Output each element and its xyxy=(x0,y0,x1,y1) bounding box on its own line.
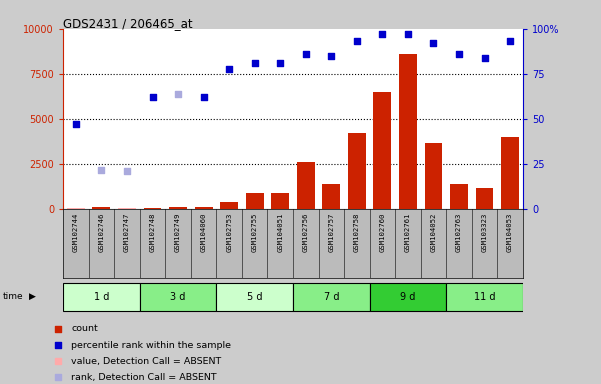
Bar xyxy=(475,188,493,209)
Bar xyxy=(501,137,519,209)
Point xyxy=(354,286,364,292)
Point xyxy=(224,65,234,71)
Point xyxy=(71,121,81,127)
Bar xyxy=(271,193,289,209)
Point xyxy=(403,31,413,37)
Point xyxy=(122,168,132,174)
Point xyxy=(97,167,106,173)
Bar xyxy=(424,142,442,209)
Point xyxy=(173,91,183,97)
Bar xyxy=(348,134,366,209)
Text: GSM102760: GSM102760 xyxy=(379,213,385,252)
Point xyxy=(480,55,489,61)
Text: percentile rank within the sample: percentile rank within the sample xyxy=(72,341,231,349)
Bar xyxy=(93,207,111,209)
Text: 9 d: 9 d xyxy=(400,291,416,302)
Point xyxy=(354,140,364,146)
Text: GSM104052: GSM104052 xyxy=(430,213,436,252)
Point xyxy=(352,38,362,45)
Point xyxy=(275,60,285,66)
Text: GSM102763: GSM102763 xyxy=(456,213,462,252)
Text: GSM103323: GSM103323 xyxy=(481,213,487,252)
Text: GSM102747: GSM102747 xyxy=(124,213,130,252)
Text: GSM102753: GSM102753 xyxy=(226,213,232,252)
Text: 1 d: 1 d xyxy=(94,291,109,302)
Text: 7 d: 7 d xyxy=(323,291,339,302)
Text: GSM102748: GSM102748 xyxy=(150,213,156,252)
Bar xyxy=(322,184,340,209)
Text: GSM104053: GSM104053 xyxy=(507,213,513,252)
Bar xyxy=(373,92,391,209)
Point xyxy=(454,51,464,57)
Text: GSM104051: GSM104051 xyxy=(277,213,283,252)
Text: GSM102761: GSM102761 xyxy=(405,213,411,252)
Bar xyxy=(195,207,213,209)
Text: time: time xyxy=(3,292,23,301)
Text: count: count xyxy=(72,324,98,333)
Text: value, Detection Call = ABSENT: value, Detection Call = ABSENT xyxy=(72,357,222,366)
Text: GDS2431 / 206465_at: GDS2431 / 206465_at xyxy=(63,17,193,30)
Point xyxy=(505,38,515,45)
Point xyxy=(301,51,311,57)
Text: 11 d: 11 d xyxy=(474,291,495,302)
Point xyxy=(148,94,157,101)
Text: rank, Detection Call = ABSENT: rank, Detection Call = ABSENT xyxy=(72,373,217,382)
Text: GSM104060: GSM104060 xyxy=(201,213,207,252)
Bar xyxy=(169,207,187,209)
Text: GSM102749: GSM102749 xyxy=(175,213,181,252)
Bar xyxy=(220,202,238,209)
Point xyxy=(326,53,336,59)
Bar xyxy=(246,193,264,209)
Point xyxy=(429,40,438,46)
Text: GSM102758: GSM102758 xyxy=(354,213,360,252)
Text: GSM102757: GSM102757 xyxy=(328,213,334,252)
FancyBboxPatch shape xyxy=(139,283,216,311)
Bar xyxy=(297,162,315,209)
Text: ▶: ▶ xyxy=(29,292,35,301)
Point xyxy=(377,31,387,37)
FancyBboxPatch shape xyxy=(293,283,370,311)
Point xyxy=(250,60,260,66)
FancyBboxPatch shape xyxy=(370,283,446,311)
Text: GSM102755: GSM102755 xyxy=(252,213,258,252)
FancyBboxPatch shape xyxy=(216,283,293,311)
Point xyxy=(199,94,209,101)
FancyBboxPatch shape xyxy=(63,283,139,311)
FancyBboxPatch shape xyxy=(446,283,523,311)
Text: GSM102756: GSM102756 xyxy=(303,213,309,252)
Bar xyxy=(399,54,417,209)
Text: GSM102746: GSM102746 xyxy=(99,213,105,252)
Text: 5 d: 5 d xyxy=(247,291,263,302)
Text: 3 d: 3 d xyxy=(170,291,186,302)
Bar xyxy=(450,184,468,209)
Text: GSM102744: GSM102744 xyxy=(73,213,79,252)
